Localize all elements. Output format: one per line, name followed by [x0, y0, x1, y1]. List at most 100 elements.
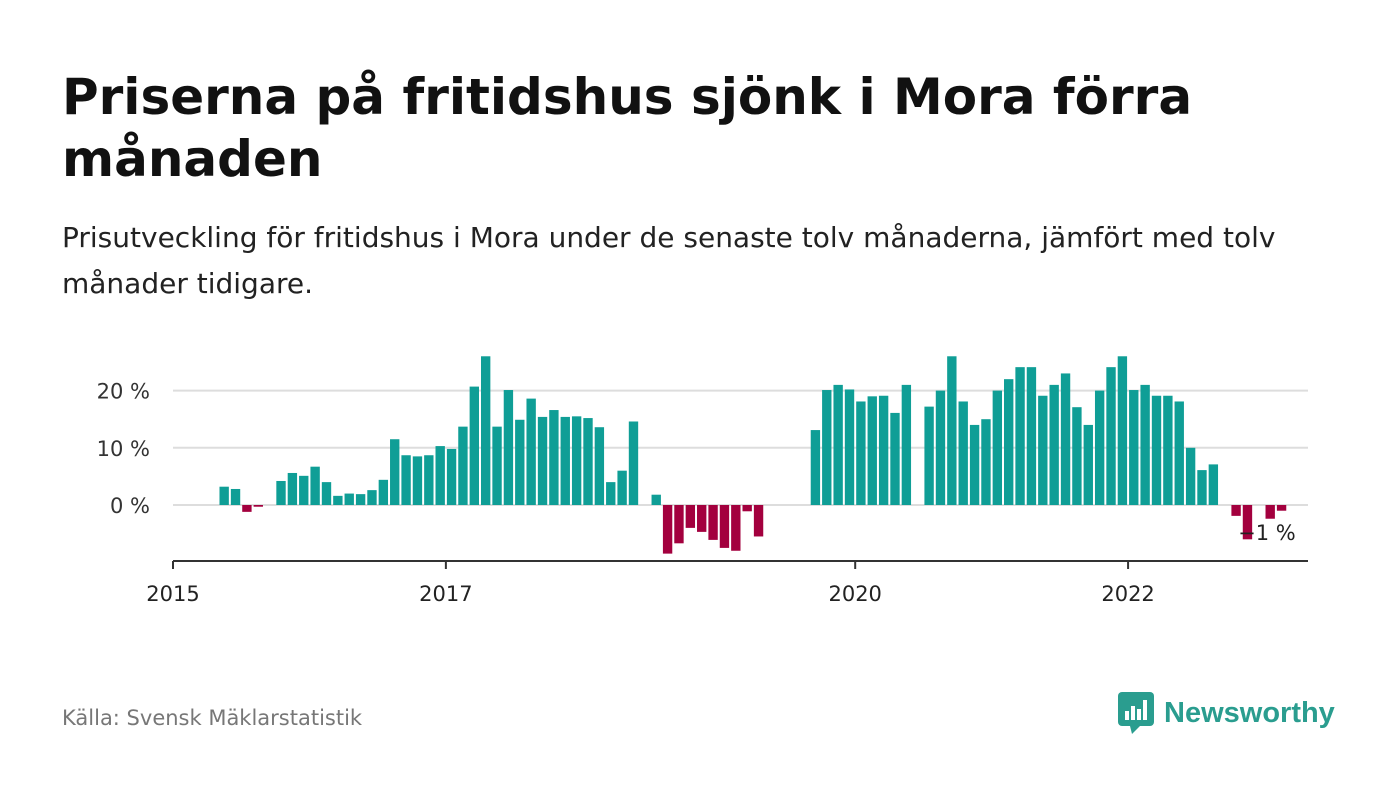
- bar-2020-01: [856, 401, 866, 505]
- bar-2015-07: [242, 505, 252, 512]
- bar-2016-09: [401, 455, 411, 505]
- bar-2017-09: [537, 416, 548, 505]
- bar-2015-08: [253, 505, 263, 507]
- bar-2018-01: [583, 418, 593, 505]
- bar-2015-05: [219, 486, 229, 505]
- bar-2021-04: [1026, 367, 1037, 505]
- bar-2018-12: [708, 505, 718, 540]
- bar-2016-05: [355, 494, 366, 505]
- bar-2021-07: [1060, 373, 1071, 505]
- bar-2022-02: [1140, 384, 1150, 505]
- bar-2016-12: [435, 446, 445, 505]
- bar-2021-05: [1038, 395, 1048, 505]
- bar-2017-02: [458, 426, 468, 505]
- bar-2019-10: [822, 390, 832, 505]
- bar-2017-03: [469, 386, 479, 505]
- bar-2016-02: [321, 482, 332, 505]
- bar-2021-06: [1049, 384, 1059, 505]
- bar-2018-07: [651, 494, 661, 505]
- bar-2016-06: [367, 490, 377, 505]
- bar-2017-10: [549, 410, 559, 505]
- bar-2017-04: [480, 356, 491, 505]
- bar-2018-05: [628, 421, 639, 505]
- bar-2018-09: [674, 505, 684, 544]
- bar-2021-02: [1004, 379, 1014, 505]
- bar-2016-04: [344, 493, 354, 505]
- bar-2015-10: [276, 480, 286, 505]
- x-tick-label: 2015: [146, 582, 199, 606]
- bar-2021-08: [1072, 407, 1082, 505]
- bars: [219, 356, 1287, 554]
- newsworthy-logo-icon: [1118, 692, 1154, 734]
- bar-2016-07: [378, 479, 389, 505]
- bar-2022-04: [1163, 395, 1173, 505]
- bar-2015-12: [299, 475, 309, 505]
- bar-2020-05: [901, 384, 912, 505]
- bar-2017-01: [446, 448, 457, 505]
- bar-2022-08: [1208, 464, 1219, 505]
- bar-2017-12: [571, 416, 582, 505]
- bar-2017-11: [560, 416, 570, 505]
- annotations: −1 %: [1238, 521, 1296, 545]
- bar-2015-11: [287, 472, 298, 505]
- bar-2016-10: [412, 456, 423, 505]
- bar-2021-12: [1117, 356, 1128, 505]
- bar-2022-10: [1231, 505, 1241, 516]
- y-tick-label: 20 %: [97, 380, 150, 404]
- bar-2020-04: [890, 412, 900, 505]
- bar-2018-08: [662, 505, 673, 554]
- x-tick-label: 2020: [828, 582, 881, 606]
- bar-2022-03: [1151, 395, 1162, 505]
- bar-2017-05: [492, 426, 502, 505]
- bar-2017-07: [515, 419, 525, 505]
- chart-title: Priserna på fritidshus sjönk i Mora förr…: [62, 68, 1193, 188]
- bar-chart: 0 % 10 % 20 % 2015 2017 2020 2022 −1 %: [97, 356, 1308, 606]
- brand-name: Newsworthy: [1164, 696, 1335, 729]
- bar-2019-11: [833, 384, 843, 505]
- bar-2020-02: [867, 396, 877, 505]
- bar-2016-03: [333, 495, 343, 505]
- bar-2020-11: [969, 424, 980, 505]
- bar-2017-06: [503, 390, 514, 505]
- data-label-latest: −1 %: [1238, 521, 1296, 545]
- bar-2020-08: [935, 390, 946, 505]
- bar-2016-08: [390, 439, 400, 505]
- bar-2019-09: [810, 430, 821, 505]
- bar-2018-10: [685, 505, 696, 528]
- x-tick-label: 2022: [1101, 582, 1154, 606]
- bar-2018-04: [617, 470, 627, 505]
- bar-2022-11: [1242, 505, 1253, 540]
- chart-subtitle: Prisutveckling för fritidshus i Mora und…: [62, 221, 1276, 300]
- bar-undefined: [1276, 505, 1287, 511]
- bar-2021-03: [1015, 367, 1025, 505]
- bar-2016-11: [424, 455, 434, 505]
- bar-2019-01: [719, 505, 730, 548]
- x-axis-ticks: 2015 2017 2020 2022: [146, 561, 1155, 606]
- source-note: Källa: Svensk Mäklarstatistik: [62, 706, 363, 730]
- bar-2018-03: [606, 482, 616, 505]
- bar-2019-02: [731, 505, 741, 551]
- bar-2019-03: [742, 505, 752, 512]
- bar-2022-07: [1197, 470, 1207, 505]
- y-axis-labels: 0 % 10 % 20 %: [97, 380, 150, 518]
- bar-2021-09: [1083, 424, 1093, 505]
- y-tick-label: 10 %: [97, 437, 150, 461]
- bar-2020-07: [924, 406, 934, 505]
- bar-2020-09: [947, 356, 957, 505]
- bar-2017-08: [526, 398, 536, 505]
- bar-2019-04: [753, 505, 764, 537]
- bar-2020-03: [878, 395, 889, 505]
- bar-2022-06: [1185, 447, 1196, 505]
- x-tick-label: 2017: [419, 582, 472, 606]
- bar-2018-11: [697, 505, 707, 532]
- brand[interactable]: Newsworthy: [1118, 690, 1335, 736]
- bar-2021-10: [1094, 390, 1105, 505]
- bar-2020-10: [958, 401, 968, 505]
- bar-2022-05: [1174, 401, 1184, 505]
- bar-2016-01: [310, 466, 320, 505]
- bar-2015-06: [230, 488, 241, 505]
- bar-2021-11: [1106, 367, 1116, 505]
- bar-undefined: [1265, 505, 1275, 519]
- bar-2022-01: [1129, 390, 1139, 505]
- y-tick-label: 0 %: [110, 494, 150, 518]
